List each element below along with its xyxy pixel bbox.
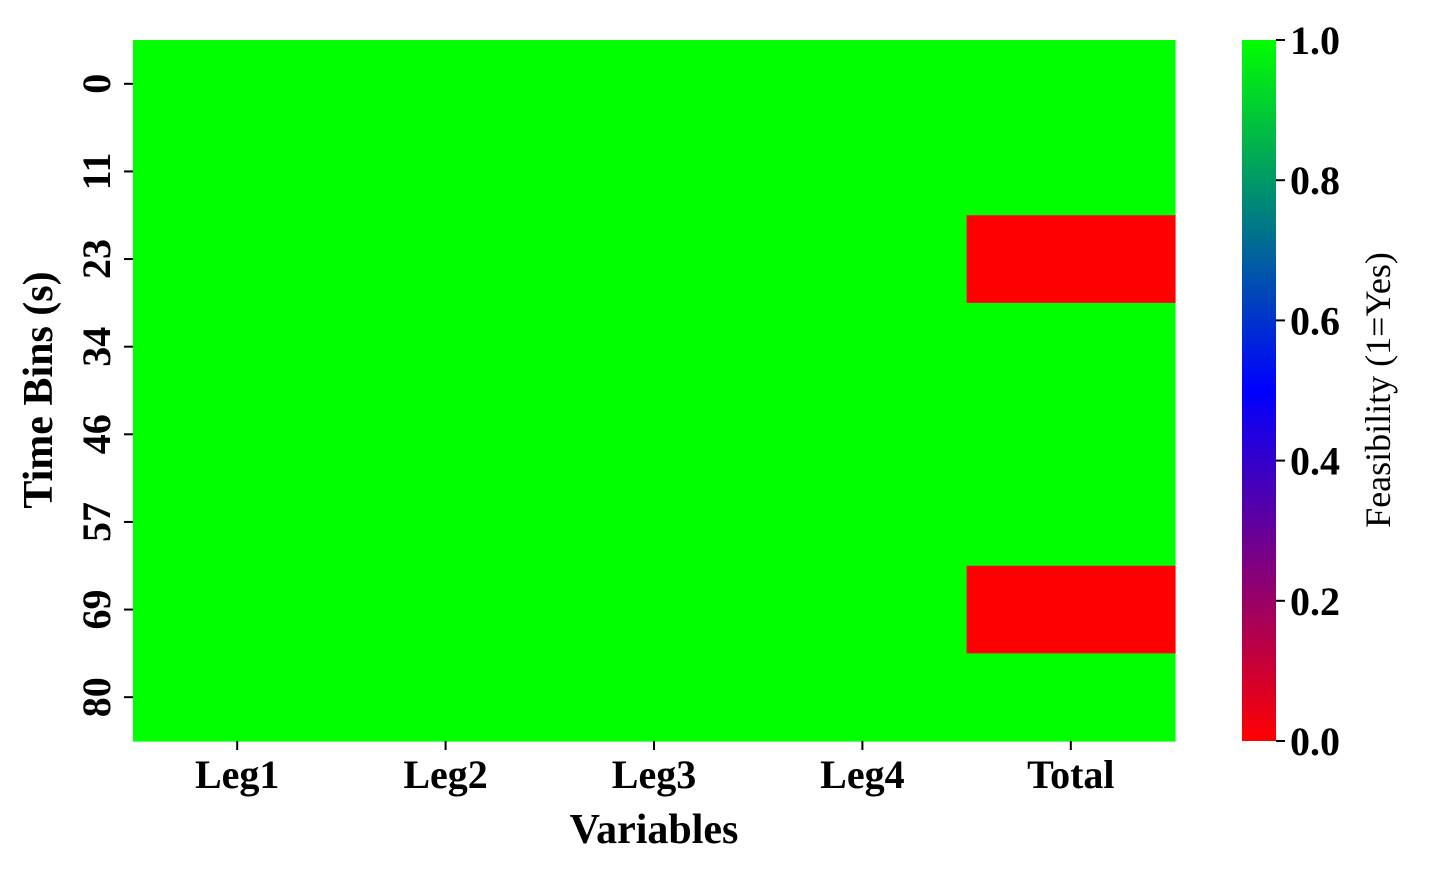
x-axis-ticks: Leg1 Leg2 Leg3 Leg4 Total xyxy=(195,741,1115,797)
heatmap-cell xyxy=(966,215,1176,304)
heatmap-cell xyxy=(133,40,342,129)
x-axis-title: Variables xyxy=(570,807,739,853)
heatmap-cell xyxy=(758,565,968,654)
heatmap-cell xyxy=(133,127,342,216)
heatmap-cell xyxy=(758,302,968,392)
colorbar-tick-label: 1.0 xyxy=(1290,18,1340,63)
colorbar-tick-label: 0.8 xyxy=(1290,158,1340,203)
y-axis-ticks: 0 11 23 34 46 57 69 80 xyxy=(74,74,133,717)
heatmap-cell xyxy=(133,478,342,567)
heatmap-cell xyxy=(549,215,759,304)
heatmap-cell xyxy=(758,653,968,742)
heatmap-cell xyxy=(966,390,1176,479)
x-tick-label: Leg2 xyxy=(403,752,487,797)
y-tick-label: 11 xyxy=(74,153,119,191)
colorbar-tick-label: 0.6 xyxy=(1290,298,1340,343)
colorbar-ticks: 0.0 0.2 0.4 0.6 0.8 1.0 xyxy=(1276,18,1340,764)
heatmap-cell xyxy=(966,302,1176,392)
heatmap-cell xyxy=(341,40,551,129)
heatmap-cell xyxy=(966,653,1176,742)
heatmap-cell xyxy=(966,478,1176,567)
heatmap-cell xyxy=(549,565,759,654)
colorbar xyxy=(1242,40,1276,741)
y-axis-title: Time Bins (s) xyxy=(16,271,62,508)
heatmap-cell xyxy=(341,565,551,654)
heatmap-cell xyxy=(549,653,759,742)
heatmap-cell xyxy=(549,40,759,129)
heatmap-cell xyxy=(341,653,551,742)
heatmap-cell xyxy=(549,302,759,392)
heatmap-cell xyxy=(549,390,759,479)
y-tick-label: 34 xyxy=(74,327,119,367)
y-tick-label: 46 xyxy=(74,414,119,454)
colorbar-tick-label: 0.4 xyxy=(1290,439,1340,484)
y-tick-label: 80 xyxy=(74,677,119,717)
heatmap-cell xyxy=(133,653,342,742)
heatmap-cell xyxy=(758,215,968,304)
heatmap-cell xyxy=(966,40,1176,129)
heatmap-cell xyxy=(133,390,342,479)
x-tick-label: Leg1 xyxy=(195,752,279,797)
colorbar-tick-label: 0.2 xyxy=(1290,579,1340,624)
heatmap-cell xyxy=(341,390,551,479)
y-tick-label: 57 xyxy=(74,502,119,542)
heatmap-cell xyxy=(341,302,551,392)
x-tick-label: Total xyxy=(1027,752,1114,797)
heatmap-cell xyxy=(549,478,759,567)
heatmap-cell xyxy=(133,302,342,392)
heatmap-cell xyxy=(341,127,551,216)
x-tick-label: Leg4 xyxy=(820,752,904,797)
colorbar-title: Feasibility (1=Yes) xyxy=(1358,252,1398,528)
heatmap-cell xyxy=(758,478,968,567)
heatmap-cell xyxy=(133,565,342,654)
heatmap-cell xyxy=(758,390,968,479)
y-tick-label: 0 xyxy=(74,74,119,94)
heatmap-cell xyxy=(966,127,1176,216)
heatmap-cell xyxy=(966,565,1176,654)
heatmap-cell xyxy=(549,127,759,216)
heatmap-cell xyxy=(758,40,968,129)
heatmap-cells xyxy=(133,40,1176,742)
heatmap-cell xyxy=(133,215,342,304)
x-tick-label: Leg3 xyxy=(612,752,696,797)
heatmap-cell xyxy=(758,127,968,216)
y-tick-label: 69 xyxy=(74,590,119,630)
colorbar-tick-label: 0.0 xyxy=(1290,719,1340,764)
y-tick-label: 23 xyxy=(74,239,119,279)
heatmap-cell xyxy=(341,478,551,567)
heatmap-cell xyxy=(341,215,551,304)
